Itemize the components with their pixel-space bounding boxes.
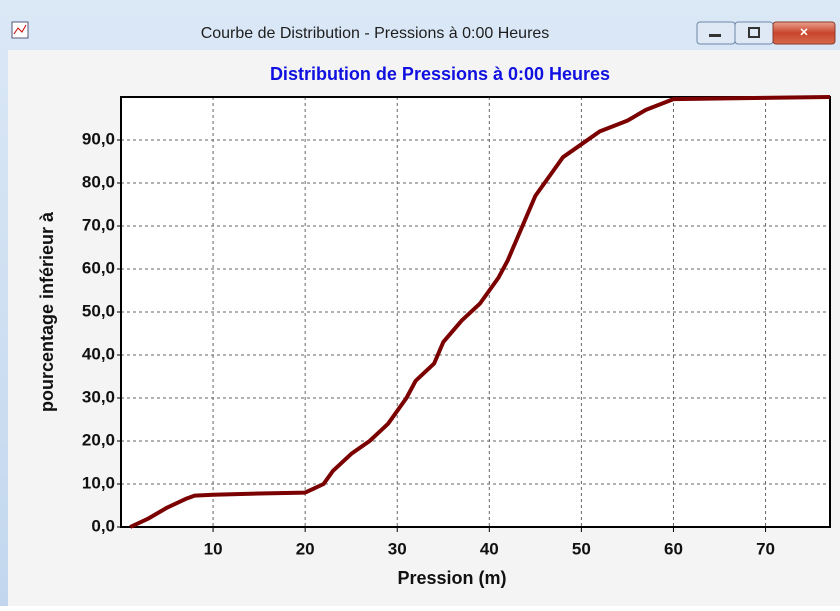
y-tick-label: 80,0	[82, 172, 115, 191]
x-axis-label: Pression (m)	[397, 568, 506, 588]
y-tick-label: 70,0	[82, 215, 115, 234]
y-tick-label: 50,0	[82, 301, 115, 320]
x-tick-label: 20	[296, 539, 315, 558]
y-tick-label: 20,0	[82, 430, 115, 449]
x-tick-label: 70	[756, 539, 775, 558]
minimize-button[interactable]	[696, 21, 736, 45]
x-tick-label: 30	[388, 539, 407, 558]
y-tick-label: 90,0	[82, 129, 115, 148]
x-tick-label: 60	[664, 539, 683, 558]
y-tick-label: 30,0	[82, 387, 115, 406]
close-icon: ×	[800, 24, 808, 40]
maximize-icon	[748, 27, 760, 38]
data-line	[129, 95, 831, 529]
maximize-button[interactable]	[734, 21, 774, 45]
chart-title: Distribution de Pressions à 0:00 Heures	[270, 64, 610, 84]
y-tick-label: 10,0	[82, 473, 115, 492]
app-icon-line	[13, 24, 27, 35]
y-tick-label: 0,0	[91, 516, 115, 535]
x-tick-label: 50	[572, 539, 591, 558]
y-tick-label: 40,0	[82, 344, 115, 363]
close-button[interactable]	[772, 21, 836, 45]
minimize-icon	[709, 34, 721, 37]
y-tick-label: 60,0	[82, 258, 115, 277]
y-axis-label: pourcentage inférieur à	[37, 211, 57, 412]
x-tick-label: 40	[480, 539, 499, 558]
x-tick-label: 10	[204, 539, 223, 558]
plot-frame	[120, 96, 831, 528]
window-title: Courbe de Distribution - Pressions à 0:0…	[201, 25, 550, 42]
